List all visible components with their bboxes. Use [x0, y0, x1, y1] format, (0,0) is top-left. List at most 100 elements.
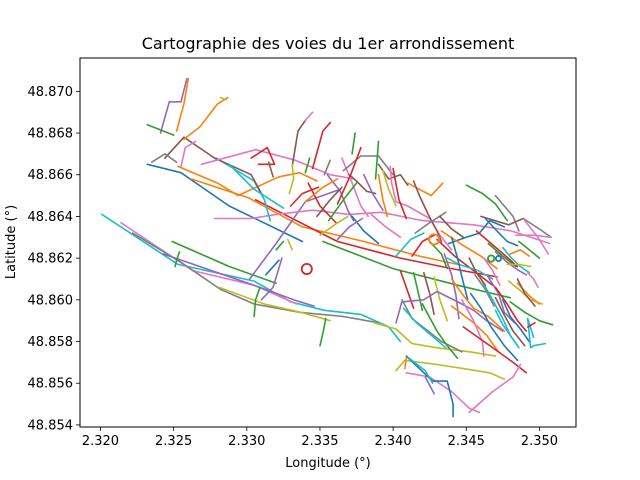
y-tick-label: 48.870 [28, 85, 74, 100]
street-line-46 [392, 167, 408, 220]
street-line-37 [342, 155, 394, 176]
street-line-54 [523, 219, 550, 255]
street-line-112 [289, 186, 320, 207]
street-line-110 [286, 238, 294, 251]
roundabout-ring-3 [494, 255, 502, 263]
street-line-85 [475, 230, 519, 268]
street-line-87 [501, 246, 531, 274]
x-axis-label: Longitude (°) [285, 456, 370, 471]
street-line-91 [518, 240, 541, 259]
street-line-64 [412, 271, 424, 312]
street-line-80 [501, 298, 531, 343]
street-line-59 [450, 236, 469, 301]
street-line-115 [327, 182, 358, 222]
y-tick-label: 48.854 [28, 418, 74, 433]
street-line-30 [323, 159, 332, 176]
street-line-105 [319, 317, 327, 347]
street-line-92 [526, 271, 539, 289]
roundabout-ring-0 [300, 262, 313, 275]
x-tick-label: 2.330 [228, 434, 265, 449]
street-line-111 [260, 257, 283, 301]
street-line-102 [424, 376, 435, 395]
y-tick-label: 48.856 [28, 377, 74, 392]
street-line-117 [370, 213, 402, 239]
street-line-45 [382, 169, 397, 207]
x-tick-label: 2.325 [155, 434, 192, 449]
street-line-76 [494, 286, 528, 332]
street-line-69 [450, 305, 500, 353]
street-line-13 [177, 165, 318, 197]
street-line-65 [399, 269, 415, 310]
street-line-101 [403, 357, 408, 370]
street-line-118 [319, 215, 349, 236]
roundabout-ring-2 [487, 254, 496, 263]
x-tick-label: 2.350 [521, 434, 558, 449]
street-line-62 [433, 276, 449, 322]
street-line-3 [218, 286, 332, 322]
street-line-16 [183, 96, 229, 141]
y-tick-label: 48.860 [28, 293, 74, 308]
street-line-84 [487, 242, 517, 268]
street-line-29 [311, 121, 332, 170]
street-line-21 [150, 153, 178, 163]
street-line-116 [351, 215, 380, 245]
street-line-4 [162, 253, 315, 307]
street-line-113 [304, 178, 339, 203]
street-line-73 [461, 298, 485, 357]
street-line-32 [304, 157, 311, 174]
street-line-28 [304, 111, 314, 122]
street-line-82 [482, 257, 501, 287]
street-line-15 [164, 136, 263, 195]
street-line-114 [316, 186, 343, 218]
street-line-122 [414, 211, 447, 234]
street-line-11 [248, 188, 342, 280]
x-tick-label: 2.335 [301, 434, 338, 449]
street-line-2 [131, 232, 380, 324]
street-line-124 [439, 215, 465, 239]
street-line-35 [341, 157, 370, 218]
street-line-120 [395, 232, 425, 257]
street-line-83 [468, 257, 487, 287]
street-line-31 [288, 163, 295, 195]
street-line-27 [291, 119, 307, 168]
street-line-55 [515, 234, 552, 239]
street-line-96 [395, 359, 506, 380]
street-line-107 [174, 251, 181, 268]
street-line-51 [494, 194, 520, 232]
street-line-53 [522, 217, 552, 239]
street-line-39 [374, 140, 380, 180]
y-tick-label: 48.868 [28, 127, 74, 142]
street-line-106 [253, 286, 261, 318]
street-line-1 [120, 221, 298, 305]
x-tick-label: 2.345 [448, 434, 485, 449]
street-line-99 [405, 355, 454, 418]
street-line-25 [250, 146, 276, 166]
street-line-89 [509, 249, 531, 257]
street-line-93 [516, 278, 536, 307]
x-axis: 2.320 2.325 2.330 2.335 2.340 2.345 2.350 [82, 427, 558, 449]
street-line-60 [443, 253, 460, 320]
street-line-40 [336, 146, 362, 205]
street-line-109 [264, 259, 280, 276]
street-line-78 [509, 301, 554, 326]
street-line-94 [494, 309, 519, 347]
street-line-119 [336, 217, 364, 241]
street-line-48 [412, 180, 443, 243]
street-line-90 [484, 217, 519, 247]
plot-frame [79, 57, 577, 428]
roundabouts-layer [300, 233, 502, 275]
street-line-52 [480, 215, 525, 226]
street-line-66 [395, 290, 504, 332]
street-line-7 [146, 163, 304, 243]
street-line-57 [436, 238, 494, 287]
street-line-9 [254, 199, 498, 278]
street-line-71 [469, 292, 519, 362]
street-line-63 [422, 271, 435, 316]
chart-title: Cartographie des voies du 1er arrondisse… [142, 34, 515, 53]
y-tick-label: 48.858 [28, 335, 74, 350]
roundabout-ring-1 [428, 233, 441, 246]
street-line-44 [389, 165, 453, 251]
y-tick-label: 48.864 [28, 210, 74, 225]
street-line-26 [267, 161, 274, 178]
